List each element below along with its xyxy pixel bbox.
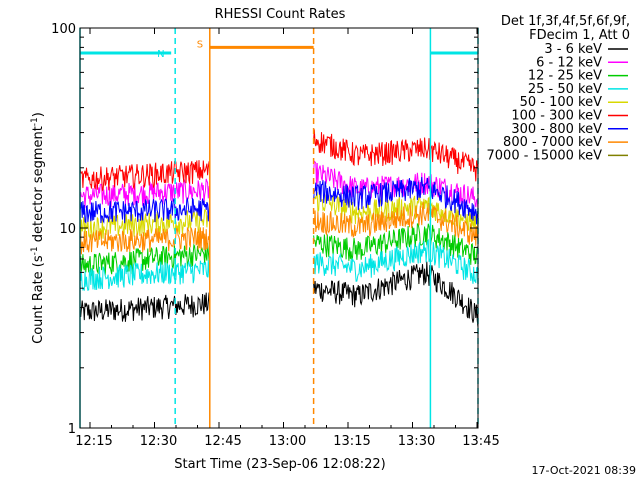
y-axis-label-main: Count Rate (s: [31, 255, 46, 344]
y-axis-label-exp1: -1: [30, 246, 40, 255]
x-ticks-group: 12:15 12:30 12:45 13:00 13:15 13:30 13:45: [75, 28, 500, 449]
legend-label-0: 3 - 6 keV: [544, 42, 602, 57]
legend-label-6: 300 - 800 keV: [511, 122, 602, 137]
saa-interval-label: S: [197, 39, 203, 50]
legend-label-1: 6 - 12 keV: [536, 55, 602, 70]
series-line-3-segment-1: [313, 238, 479, 286]
series-line-5-segment-1: [313, 129, 479, 182]
legend-label-4: 50 - 100 keV: [520, 95, 603, 110]
x-tick-label-3: 13:00: [269, 434, 306, 449]
x-tick-label-2: 12:45: [204, 434, 241, 449]
y-axis-label-end: ): [31, 112, 46, 117]
y-tick-label-0: 1: [68, 422, 76, 437]
series-line-6-segment-0: [79, 196, 211, 224]
x-axis-label: Start Time (23-Sep-06 12:08:22): [174, 457, 385, 472]
series-line-7-segment-1: [313, 202, 479, 246]
series-line-0-segment-1: [313, 261, 479, 328]
series-line-2-segment-1: [313, 223, 479, 265]
x-tick-label-0: 12:15: [75, 434, 112, 449]
x-tick-label-1: 12:30: [140, 434, 177, 449]
series-line-5-segment-0: [79, 160, 211, 192]
legend-header-line-2: FDecim 1, Att 0: [529, 28, 630, 43]
x-tick-label-4: 13:15: [333, 434, 370, 449]
x-tick-label-5: 13:30: [398, 434, 435, 449]
y-ticks-group: 1 10 100: [51, 22, 478, 437]
y-tick-label-2: 100: [51, 22, 76, 37]
legend-label-2: 12 - 25 keV: [528, 69, 602, 84]
y-axis-label: Count Rate (s-1 detector segment-1): [30, 112, 46, 344]
legend-label-5: 100 - 300 keV: [511, 109, 602, 124]
footer-date: 17-Oct-2021 08:39: [532, 464, 636, 477]
series-line-6-segment-1: [313, 176, 479, 225]
series-line-3-segment-0: [79, 258, 211, 292]
series-line-7-segment-0: [79, 226, 211, 255]
legend-label-8: 7000 - 15000 keV: [487, 148, 603, 163]
y-axis-label-mid: detector segment: [31, 126, 46, 246]
y-tick-label-1: 10: [59, 222, 76, 237]
legend-label-7: 800 - 7000 keV: [503, 135, 602, 150]
y-axis-label-exp2: -1: [30, 117, 40, 126]
legend-label-3: 25 - 50 keV: [528, 82, 602, 97]
legend: Det 1f,3f,4f,5f,6f,9f, FDecim 1, Att 0 3…: [487, 14, 630, 163]
legend-header-line-1: Det 1f,3f,4f,5f,6f,9f,: [501, 14, 630, 29]
chart-title: RHESSI Count Rates: [215, 7, 346, 22]
x-tick-label-6: 13:45: [462, 434, 499, 449]
series-line-0-segment-0: [79, 292, 211, 322]
series-group: [79, 129, 479, 328]
night-interval-label: N: [157, 49, 164, 60]
